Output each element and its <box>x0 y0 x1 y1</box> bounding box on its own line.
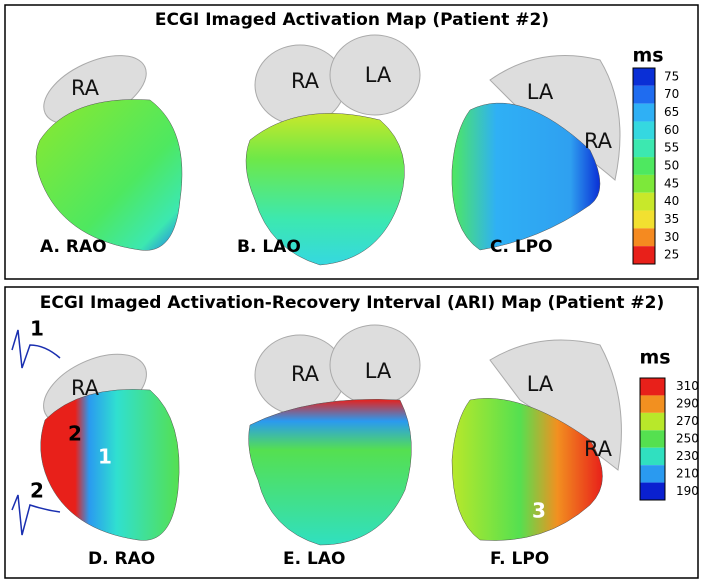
colorbar-segment <box>640 378 665 396</box>
heart-b: RA LA B. LAO <box>237 34 421 266</box>
view-label: C. LPO <box>490 237 553 257</box>
heart-d: RA D. RAO <box>11 329 180 569</box>
marker: 2 <box>30 479 44 503</box>
heart-f: LA RA F. LPO <box>451 339 622 569</box>
atrium-label: LA <box>365 63 392 87</box>
colorbar-tick-label: 25 <box>664 248 679 262</box>
colorbar-tick-label: 270 <box>676 414 699 428</box>
colorbar-tick-label: 30 <box>664 230 679 244</box>
colorbar-frame <box>639 377 666 501</box>
colorbar-tick-label: 40 <box>664 194 679 208</box>
atrium-label: RA <box>291 69 320 93</box>
colorbar-unit: ms <box>639 347 670 369</box>
atrium-label: RA <box>71 76 100 100</box>
colorbar-segment <box>640 430 665 448</box>
colorbar-tick-label: 210 <box>676 466 699 480</box>
colorbar-tick-label: 35 <box>664 212 679 226</box>
colorbar: 310 290 270 250 230 210 190 <box>639 377 699 501</box>
atrium-label: LA <box>527 372 554 396</box>
atrium-label: LA <box>527 80 554 104</box>
colorbar-segment <box>633 210 655 229</box>
colorbar-tick-label: 60 <box>664 123 679 137</box>
view-label: D. RAO <box>88 549 155 569</box>
colorbar-tick-label: 190 <box>676 484 699 498</box>
colorbar-segment <box>633 157 655 175</box>
colorbar-unit: ms <box>632 45 663 67</box>
panel-frame <box>4 286 699 579</box>
marker: 3 <box>532 499 546 523</box>
colorbar-segment <box>633 68 655 86</box>
colorbar-segment <box>640 465 665 483</box>
view-label: A. RAO <box>40 237 107 257</box>
colorbar-tick-label: 70 <box>664 87 679 101</box>
colorbar: 75 70 65 60 55 50 45 40 35 30 25 <box>632 67 679 265</box>
heart-a: RA A. RAO <box>35 55 183 257</box>
heart-e: RA LA E. LAO <box>248 324 421 569</box>
atrium-label: RA <box>584 437 613 461</box>
colorbar-segment <box>633 139 655 158</box>
view-label: B. LAO <box>237 237 301 257</box>
atrium-label: LA <box>365 359 392 383</box>
view-label: F. LPO <box>490 549 549 569</box>
colorbar-segment <box>633 121 655 140</box>
view-label: E. LAO <box>283 549 345 569</box>
colorbar-tick-label: 230 <box>676 449 699 463</box>
colorbar-segment <box>640 412 665 431</box>
marker: 1 <box>98 445 112 469</box>
colorbar-tick-label: 310 <box>676 379 699 393</box>
colorbar-segment <box>640 447 665 466</box>
panel-frame <box>4 4 699 280</box>
atrium-label: RA <box>71 376 100 400</box>
colorbar-segment <box>633 103 655 122</box>
atrium-label: RA <box>584 129 613 153</box>
colorbar-segment <box>633 246 655 264</box>
colorbar-tick-label: 250 <box>676 432 699 446</box>
marker: 2 <box>68 422 82 446</box>
colorbar-segment <box>633 228 655 247</box>
colorbar-segment <box>633 85 655 104</box>
heart-c: LA RA C. LPO <box>451 55 621 257</box>
colorbar-segment <box>633 174 655 193</box>
colorbar-tick-label: 65 <box>664 105 679 119</box>
panel-title: ECGI Imaged Activation-Recovery Interval… <box>40 293 664 313</box>
colorbar-tick-label: 50 <box>664 159 679 173</box>
panel-title: ECGI Imaged Activation Map (Patient #2) <box>155 10 549 30</box>
atrium-label: RA <box>291 362 320 386</box>
colorbar-segment <box>633 192 655 211</box>
colorbar-tick-label: 45 <box>664 176 679 190</box>
colorbar-tick-label: 290 <box>676 397 699 411</box>
colorbar-frame <box>632 67 656 265</box>
colorbar-tick-label: 55 <box>664 141 679 155</box>
marker: 1 <box>30 317 44 341</box>
colorbar-segment <box>640 395 665 413</box>
colorbar-segment <box>640 482 665 500</box>
colorbar-tick-label: 75 <box>664 69 679 83</box>
